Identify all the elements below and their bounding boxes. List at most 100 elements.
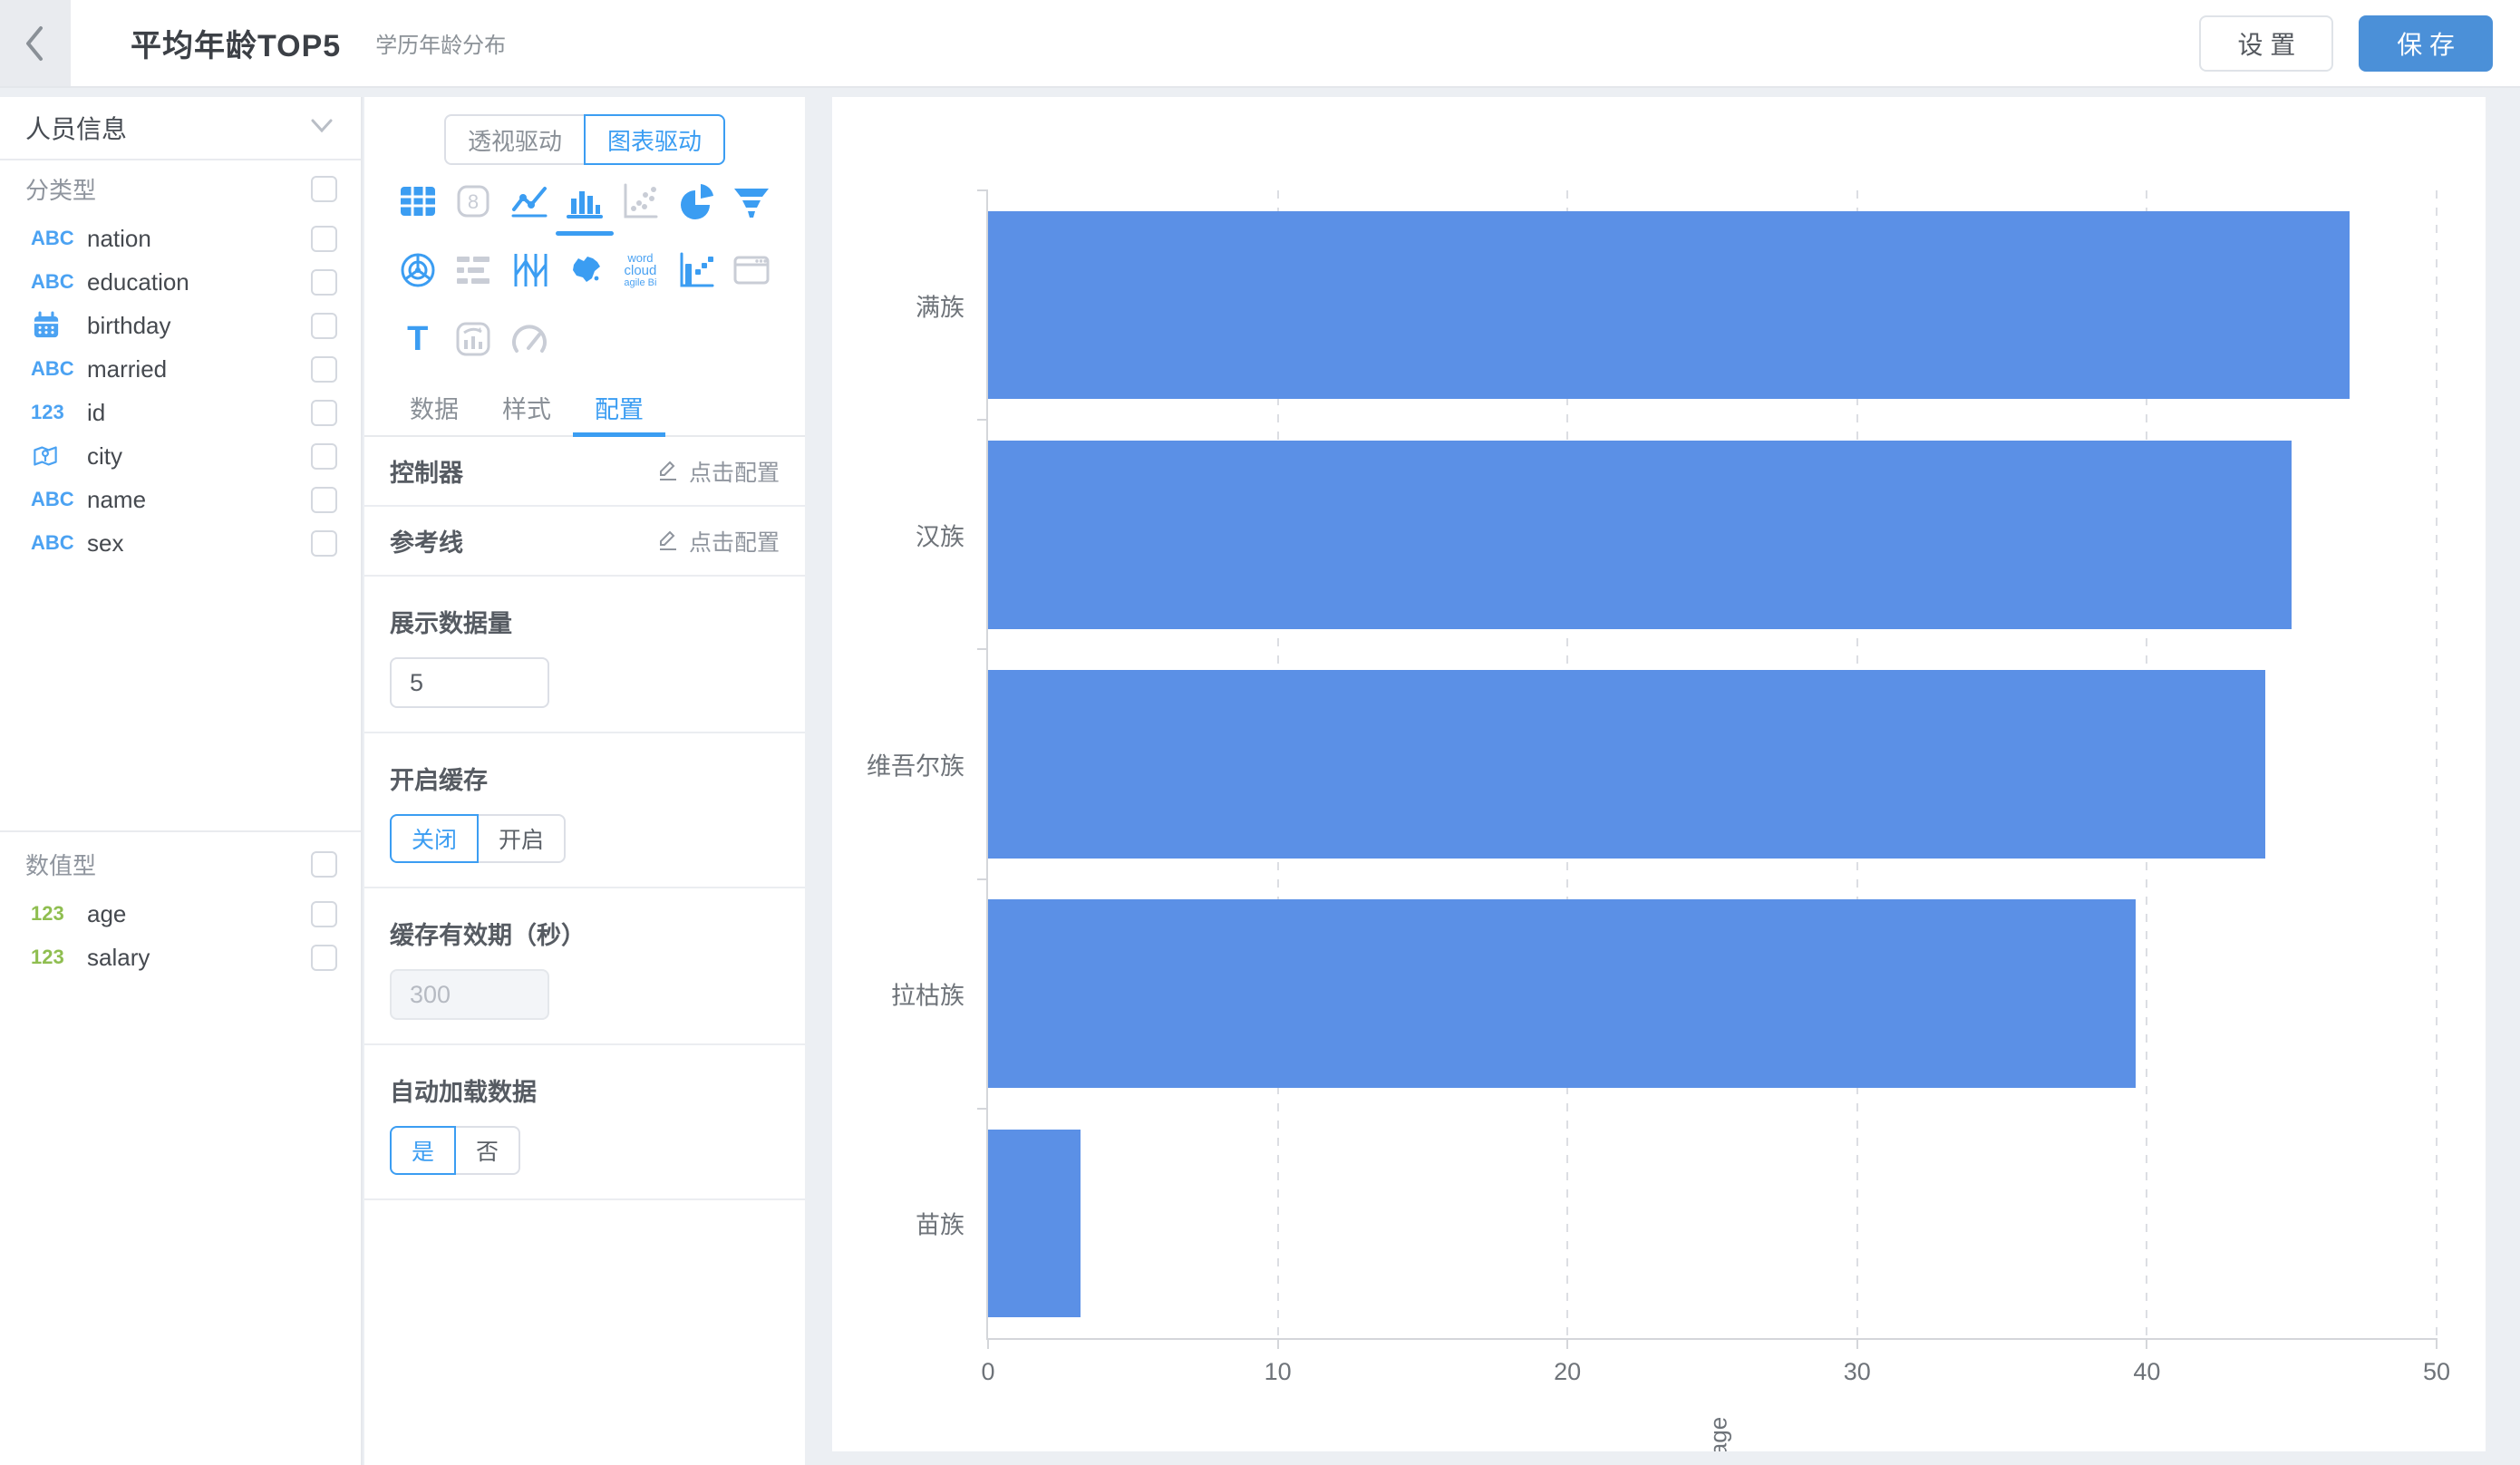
controller-configure-link[interactable]: 点击配置: [656, 455, 780, 488]
field-item-age[interactable]: 123 age: [0, 892, 361, 936]
number-field-icon: 123: [31, 902, 64, 925]
cache-off-option[interactable]: 关闭: [390, 814, 480, 863]
field-item-married[interactable]: ABC married: [0, 347, 361, 391]
field-checkbox[interactable]: [311, 944, 337, 971]
display-count-label: 展示数据量: [390, 610, 512, 637]
text-field-icon: ABC: [31, 357, 74, 380]
numeric-section-label: 数值型: [25, 851, 97, 879]
field-checkbox[interactable]: [311, 529, 337, 557]
categorical-section-header: 分类型: [0, 160, 361, 217]
y-axis-tick: [977, 878, 988, 880]
drive-mode-switch: 透视驱动 图表驱动: [364, 114, 805, 165]
auto-load-toggle: 是 否: [390, 1126, 521, 1175]
field-item-sex[interactable]: ABC sex: [0, 521, 361, 565]
field-item-name[interactable]: ABC name: [0, 478, 361, 521]
funnel-chart-icon[interactable]: [726, 178, 777, 225]
cache-expire-label: 缓存有效期（秒）: [390, 922, 586, 949]
field-checkbox[interactable]: [311, 399, 337, 426]
field-checkbox[interactable]: [311, 225, 337, 252]
category-label: 满族: [916, 294, 964, 322]
table-chart-icon[interactable]: [393, 178, 443, 225]
chart-type-grid: 8 word cloud agile: [364, 165, 805, 363]
tab-config[interactable]: 配置: [573, 383, 665, 437]
field-checkbox[interactable]: [311, 268, 337, 296]
frame-chart-icon[interactable]: [726, 247, 777, 294]
category-label: 维吾尔族: [867, 752, 964, 781]
number-card-icon[interactable]: 8: [448, 178, 499, 225]
text-chart-icon[interactable]: T: [407, 319, 429, 358]
gantt-chart-icon[interactable]: [448, 247, 499, 294]
text-field-icon: ABC: [31, 488, 74, 510]
category-band: 满族: [916, 189, 2437, 420]
field-checkbox[interactable]: [311, 900, 337, 927]
tab-data[interactable]: 数据: [410, 396, 459, 423]
svg-text:8: 8: [468, 190, 479, 213]
location-map-icon: [31, 441, 87, 471]
field-label: nation: [87, 224, 151, 252]
tab-style[interactable]: 样式: [502, 396, 551, 423]
cache-expire-input[interactable]: [390, 969, 549, 1020]
gauge-chart-icon[interactable]: [504, 315, 555, 363]
page-subtitle: 学历年龄分布: [375, 34, 507, 58]
categorical-select-all-checkbox[interactable]: [311, 175, 337, 202]
chevron-down-icon[interactable]: [308, 116, 335, 141]
category-label: 汉族: [916, 523, 964, 551]
x-tick-label: 40: [2133, 1358, 2161, 1385]
dataset-name: 人员信息: [25, 115, 128, 143]
field-checkbox[interactable]: [311, 355, 337, 383]
display-count-input[interactable]: [390, 657, 549, 708]
field-item-city[interactable]: city: [0, 434, 361, 478]
bar[interactable]: [988, 210, 2350, 400]
reference-line-label: 参考线: [390, 529, 463, 557]
field-checkbox[interactable]: [311, 486, 337, 513]
field-label: salary: [87, 943, 150, 971]
radar-chart-icon[interactable]: [393, 247, 443, 294]
config-tabs: 数据 样式 配置: [364, 383, 805, 437]
y-axis-tick: [977, 1107, 988, 1110]
bar-chart-icon[interactable]: [555, 178, 614, 236]
scatter-chart-icon[interactable]: [615, 178, 665, 225]
x-axis-tick: [987, 1338, 989, 1349]
dataset-header[interactable]: 人员信息: [0, 97, 361, 160]
field-item-salary[interactable]: 123 salary: [0, 936, 361, 979]
bar[interactable]: [988, 1129, 1081, 1318]
word-cloud-icon[interactable]: word cloud agile Bi: [624, 250, 657, 288]
field-checkbox[interactable]: [311, 312, 337, 339]
x-tick-label: 10: [1264, 1358, 1292, 1385]
cache-expire-block: 缓存有效期（秒）: [364, 888, 805, 1045]
cache-on-option[interactable]: 开启: [477, 814, 567, 863]
field-checkbox[interactable]: [311, 442, 337, 470]
field-item-nation[interactable]: ABC nation: [0, 217, 361, 260]
waterfall-chart-icon[interactable]: [671, 247, 722, 294]
chart-drive-tab[interactable]: 图表驱动: [584, 114, 726, 165]
plot-area: 0 10 20 30 40 50 满族 汉族 维吾尔族 拉枯族 苗族: [867, 189, 2450, 1385]
pie-chart-icon[interactable]: [671, 178, 722, 225]
mix-chart-icon[interactable]: [448, 315, 499, 363]
category-band: 维吾尔族: [867, 648, 2437, 878]
save-button[interactable]: 保 存: [2359, 15, 2493, 72]
line-chart-icon[interactable]: [504, 178, 555, 225]
x-tick-label: 0: [981, 1358, 995, 1385]
field-item-birthday[interactable]: birthday: [0, 304, 361, 347]
edit-pencil-icon: [659, 461, 676, 480]
category-label: 拉枯族: [891, 982, 964, 1010]
parallel-chart-icon[interactable]: [504, 247, 555, 294]
back-button[interactable]: [0, 0, 71, 86]
bar[interactable]: [988, 670, 2266, 859]
bar[interactable]: [988, 440, 2292, 629]
category-band: 汉族: [916, 419, 2437, 649]
numeric-select-all-checkbox[interactable]: [311, 850, 337, 878]
field-label: name: [87, 485, 147, 513]
calendar-icon: [31, 310, 87, 341]
pivot-drive-tab[interactable]: 透视驱动: [443, 114, 584, 165]
reference-line-configure-link[interactable]: 点击配置: [656, 525, 780, 558]
auto-load-yes-option[interactable]: 是: [390, 1126, 457, 1175]
auto-load-no-option[interactable]: 否: [454, 1126, 521, 1175]
bar[interactable]: [988, 899, 2136, 1089]
field-item-education[interactable]: ABC education: [0, 260, 361, 304]
x-axis-tick: [1566, 1338, 1569, 1349]
settings-button[interactable]: 设 置: [2199, 15, 2334, 72]
display-count-block: 展示数据量: [364, 577, 805, 733]
china-map-icon[interactable]: [559, 247, 610, 294]
field-item-id[interactable]: 123 id: [0, 391, 361, 434]
